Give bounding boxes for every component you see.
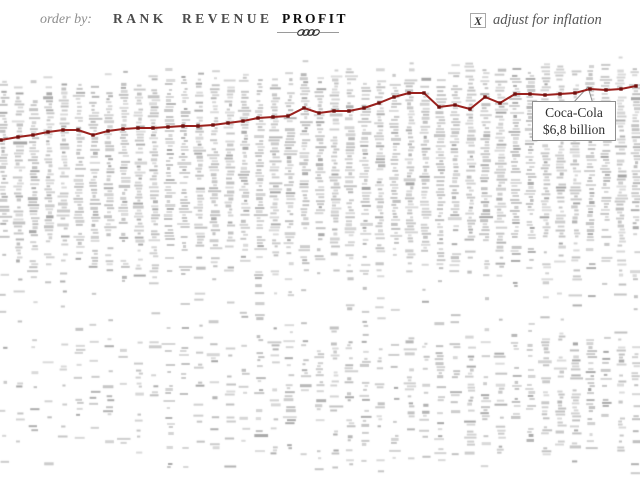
company-callout: Coca-Cola $6,8 billion <box>532 101 616 141</box>
checkbox-x-mark: X <box>473 14 482 28</box>
toolbar: order by: RANK REVENUE PROFIT X adjust f… <box>0 0 640 44</box>
callout-value: $6,8 billion <box>542 122 606 137</box>
active-option-underline-ornament <box>277 29 339 36</box>
sort-option-revenue[interactable]: REVENUE <box>182 11 273 26</box>
order-by-label: order by: <box>40 12 92 27</box>
sort-option-rank[interactable]: RANK <box>113 11 167 26</box>
sort-option-profit[interactable]: PROFIT <box>282 11 349 26</box>
adjust-inflation-label: adjust for inflation <box>493 12 602 28</box>
adjust-inflation-checkbox[interactable]: X <box>470 13 486 28</box>
callout-company-name: Coca-Cola <box>545 105 603 120</box>
